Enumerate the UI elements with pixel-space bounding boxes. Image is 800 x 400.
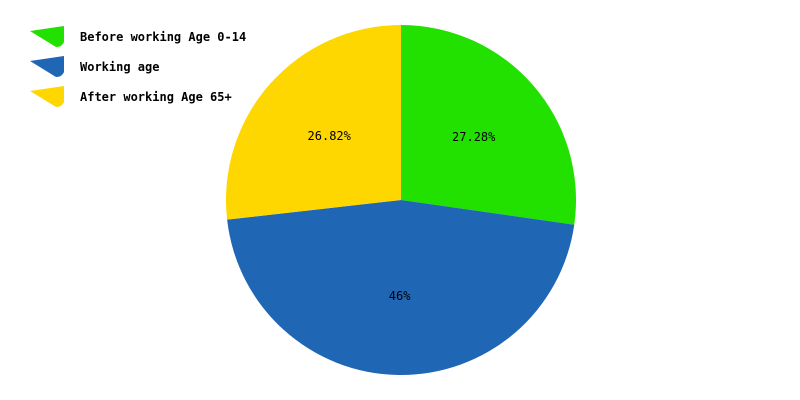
pie-slice-before-working-age-0-14 <box>401 25 577 225</box>
slice-label-working-age: 46% <box>389 289 411 303</box>
legend-item-working-age: Working age <box>30 56 159 77</box>
slice-label-before-working-age-0-14: 27.28% <box>452 130 496 144</box>
legend: Before working Age 0-14 Working age After … <box>30 26 246 107</box>
legend-label: Working age <box>80 60 159 74</box>
pie-slices <box>225 25 577 376</box>
slice-label-after-working-age-65: 26.82% <box>308 129 352 143</box>
legend-label: After working Age 65+ <box>80 90 232 104</box>
legend-item-before-working-age-0-14: Before working Age 0-14 <box>30 26 246 47</box>
legend-marker <box>30 56 64 77</box>
legend-item-after-working-age-65: After working Age 65+ <box>30 86 232 107</box>
legend-marker <box>30 86 64 107</box>
legend-label: Before working Age 0-14 <box>80 30 246 44</box>
pie-slice-after-working-age-65 <box>225 25 401 220</box>
legend-marker <box>30 26 64 47</box>
slice-labels: 27.28% 46% 26.82% <box>308 129 497 303</box>
pie-slice-working-age <box>227 200 575 376</box>
